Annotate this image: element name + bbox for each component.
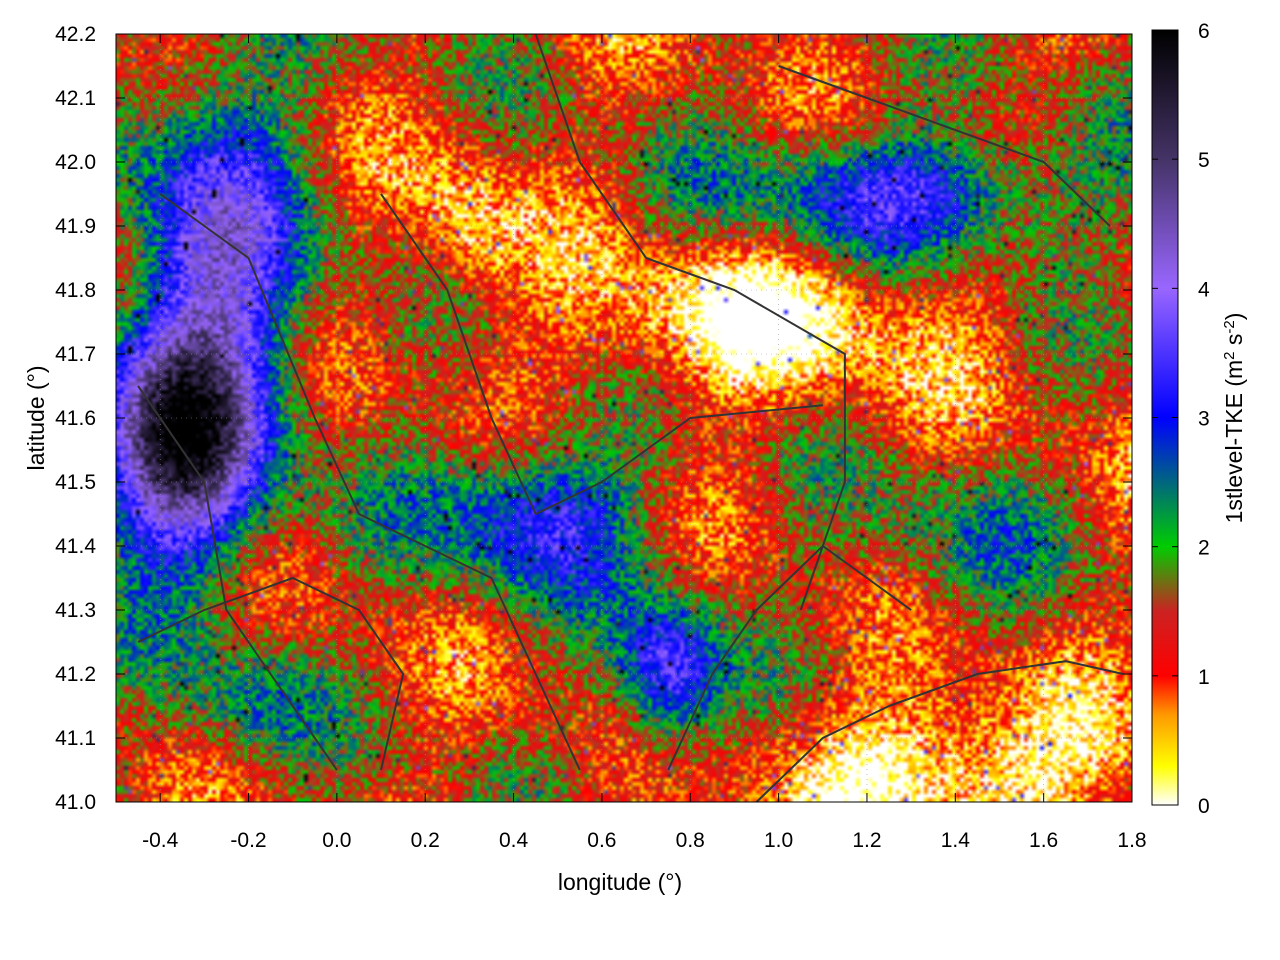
colorbar-tick-label: 5	[1198, 149, 1210, 172]
y-tick-label: 41.6	[55, 407, 96, 430]
x-tick-label: 1.8	[1117, 829, 1146, 852]
x-tick-label: 0.2	[411, 829, 440, 852]
y-axis-title: latitude (°)	[23, 365, 49, 470]
colorbar-tick-label: 1	[1198, 666, 1210, 689]
contour-line	[137, 385, 338, 771]
colorbar-ticks	[1152, 29, 1178, 806]
colorbar-title-end: )	[1221, 313, 1247, 321]
x-tick-label: -0.4	[142, 829, 179, 852]
y-tick-label: 41.4	[55, 535, 96, 558]
y-tick-label: 41.3	[55, 599, 96, 622]
colorbar-title-sup2: -2	[1221, 320, 1238, 333]
colorbar-title: 1stlevel-TKE (m2 s-2)	[1221, 313, 1248, 524]
x-tick-labels: -0.4 -0.2 0.0 0.2 0.4 0.6 0.8 1.0 1.2 1.4 1.6 1.8	[142, 829, 1147, 852]
y-tick-label: 41.8	[55, 279, 96, 302]
colorbar-tick-label: 0	[1198, 795, 1210, 818]
y-tick-label: 41.1	[55, 727, 96, 750]
y-tick-label: 41.9	[55, 215, 96, 238]
y-tick-label: 42.1	[55, 87, 96, 110]
colorbar-title-main: 1stlevel-TKE (m	[1221, 360, 1247, 524]
y-tick-labels: 41.0 41.1 41.2 41.3 41.4 41.5 41.6 41.7 41.8 41.9…	[55, 23, 96, 814]
x-tick-label: 0.0	[322, 829, 351, 852]
y-tick-label: 41.0	[55, 791, 96, 814]
colorbar-tick-label: 2	[1198, 537, 1210, 560]
x-tick-label: 1.4	[941, 829, 971, 852]
colorbar-title-mid: s	[1221, 334, 1247, 352]
x-tick-label: 0.4	[499, 829, 529, 852]
x-tick-label: 1.0	[764, 829, 793, 852]
colorbar-tick-label: 3	[1198, 408, 1210, 431]
contour-line	[755, 660, 1124, 802]
contour-line	[534, 34, 846, 611]
x-tick-label: 1.6	[1029, 829, 1058, 852]
y-tick-label: 42.0	[55, 151, 96, 174]
contour-line	[778, 65, 1111, 227]
heatmap-field	[116, 34, 1132, 802]
colorbar-tick-label: 4	[1198, 278, 1210, 301]
contour-line	[137, 576, 405, 771]
y-tick-label: 41.7	[55, 343, 96, 366]
contour-lines	[137, 34, 1124, 802]
colorbar-tick-labels: 0 1 2 3 4 5 6	[1198, 20, 1210, 818]
x-tick-label: -0.2	[230, 829, 266, 852]
contour-line	[667, 544, 912, 771]
colorbar-title-sup1: 2	[1221, 351, 1238, 359]
contour-line	[380, 193, 823, 516]
x-tick-label: 0.8	[676, 829, 705, 852]
axis-ticks	[116, 33, 1133, 803]
x-axis-title: longitude (°)	[558, 869, 682, 895]
contour-line	[159, 193, 581, 771]
x-tick-label: 0.6	[587, 829, 616, 852]
y-tick-label: 41.5	[55, 471, 96, 494]
x-tick-label: 1.2	[852, 829, 881, 852]
y-tick-label: 41.2	[55, 663, 96, 686]
y-tick-label: 42.2	[55, 23, 96, 46]
colorbar-tick-label: 6	[1198, 20, 1210, 43]
